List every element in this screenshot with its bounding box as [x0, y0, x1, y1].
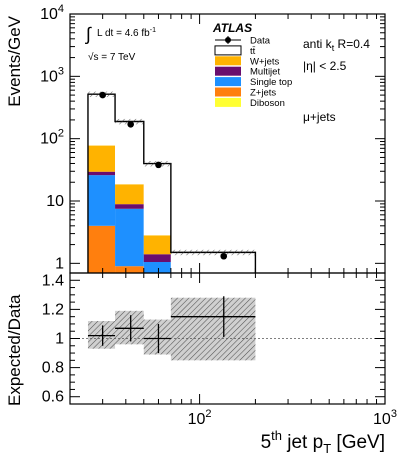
legend-label-2: W+jets [250, 56, 280, 67]
stack-bar-multijet-bin-1 [115, 204, 144, 209]
top-y-axis-label: Events/GeV [5, 15, 24, 106]
ratio-y-tick-label: 1.4 [42, 272, 64, 289]
stack-bar-wjets-bin-2 [143, 235, 171, 255]
data-point-3 [220, 252, 228, 260]
stack-bar-tt-bin-0 [87, 94, 116, 146]
legend-swatch-2 [215, 56, 241, 66]
stack-bar-zjets-bin-1 [115, 266, 144, 273]
ratio-y-tick-label: 0.8 [42, 360, 64, 377]
top-y-tick-label: 1 [55, 255, 64, 272]
top-y-tick-label: 103 [40, 65, 64, 85]
stack-bar-singletop-bin-0 [87, 175, 116, 226]
ratio-y-tick-label: 1 [55, 331, 64, 348]
top-y-tick-label: 104 [40, 3, 64, 23]
stack-bar-multijet-bin-2 [143, 254, 171, 263]
data-point-2 [155, 161, 162, 169]
x-tick-label: 103 [373, 408, 397, 428]
stack-bar-tt-bin-2 [143, 163, 171, 236]
stack-bar-multijet-bin-0 [87, 171, 116, 176]
channel-label: μ+jets [303, 110, 336, 124]
legend-swatch-1 [214, 45, 242, 56]
data-point-0 [99, 91, 106, 99]
legend-label-3: Multijet [250, 67, 280, 78]
lumi-label: L dt = 4.6 fb-1 [97, 27, 156, 39]
jet-algo-label: anti kt R=0.4 [303, 37, 370, 53]
ratio-y-axis-label: Expected/Data [5, 294, 24, 406]
stack-bar-tt-bin-3 [170, 252, 256, 273]
annotations: ∫ L dt = 4.6 fb-1 √s = 7 TeV ATLAS anti kt R… [84, 21, 370, 124]
legend-label-4: Single top [250, 77, 292, 88]
legend-marker-dot [225, 37, 231, 43]
legend-swatch-3 [215, 66, 241, 76]
legend-label-1: tt̄ [250, 46, 256, 57]
legend-swatch-4 [215, 77, 241, 87]
ratio-hatch-bin-1 [115, 310, 144, 345]
top-y-tick-label: 102 [40, 128, 64, 148]
stack-bar-singletop-bin-2 [143, 262, 171, 273]
stack-bar-wjets-bin-1 [115, 184, 144, 205]
stack-bar-tt-bin-1 [115, 121, 144, 185]
stack-bar-singletop-bin-1 [115, 208, 144, 267]
integral-sign: ∫ [84, 24, 92, 44]
total-uncertainty-band-bin-3 [170, 249, 256, 256]
ratio-panel: 0.6 0.8 1 1.2 1.4 Expected/Data [5, 272, 386, 406]
legend-label-0: Data [250, 36, 271, 47]
ratio-hatch-bin-0 [87, 321, 116, 349]
top-y-tick-label: 10 [46, 193, 64, 210]
ratio-y-tick-label: 0.6 [42, 389, 64, 406]
eta-cut-label: |η| < 2.5 [303, 59, 347, 73]
experiment-label: ATLAS [212, 21, 252, 35]
data-point-1 [127, 121, 134, 128]
ratio-hatch-bin-3 [170, 297, 256, 361]
x-axis-label: 5th jet pT [GeV] [261, 428, 385, 456]
legend-swatch-6 [215, 97, 241, 107]
legend-label-6: Diboson [250, 98, 285, 109]
ratio-y-tick-label: 1.2 [42, 301, 64, 318]
ratio-hatch-bin-2 [143, 319, 171, 355]
legend-label-5: Z+jets [250, 88, 276, 99]
legend-swatch-5 [215, 87, 241, 97]
x-tick-label: 102 [188, 408, 212, 428]
stack-bar-zjets-bin-0 [87, 225, 116, 273]
energy-label: √s = 7 TeV [88, 51, 136, 63]
stack-bar-wjets-bin-0 [87, 145, 116, 172]
